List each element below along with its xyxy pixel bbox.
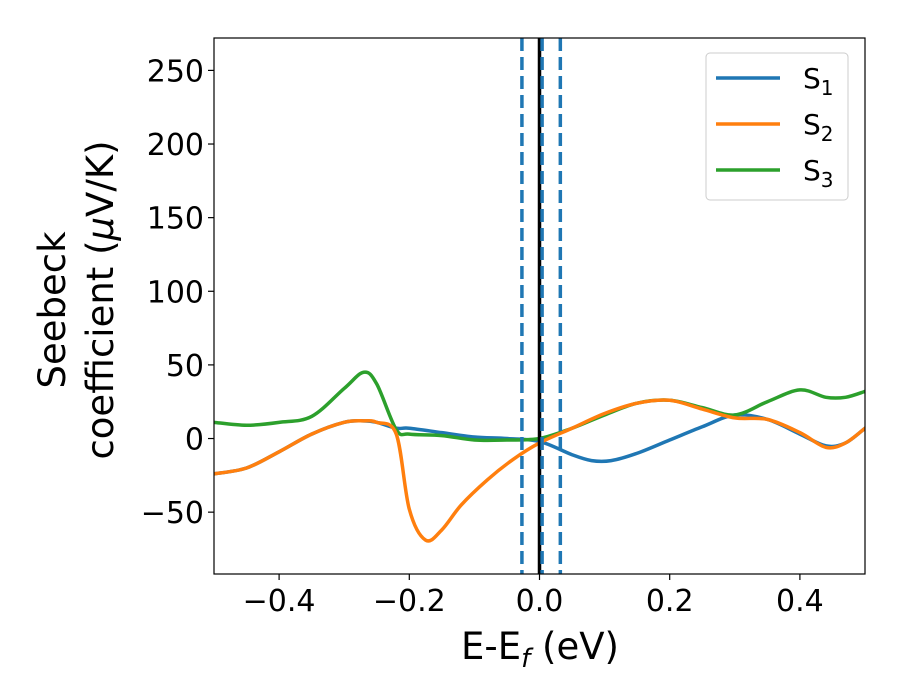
- y-axis-title-text: coefficient (: [79, 240, 122, 459]
- y-tick-label: −50: [141, 496, 204, 531]
- legend-box: [705, 52, 849, 201]
- x-axis-title-unit: (eV): [530, 625, 619, 668]
- x-ticks: −0.4 −0.2 0.0 0.2 0.4: [243, 574, 824, 619]
- y-tick-label: 250: [147, 54, 204, 89]
- legend: S1 S2 S3: [705, 52, 849, 201]
- legend-label-s3: S3: [803, 154, 834, 192]
- y-axis-title-line2: coefficient (μV/K): [79, 140, 122, 459]
- y-tick-label: 0: [185, 423, 204, 458]
- series-line-s2: [214, 398, 865, 543]
- y-axis-title-line1: Seebeck: [31, 231, 74, 389]
- y-tick-label: 100: [147, 275, 204, 310]
- x-tick-label: 0.4: [776, 584, 824, 619]
- y-axis-title-mu: μ: [79, 217, 122, 242]
- x-tick-label: 0.0: [516, 584, 564, 619]
- vertical-lines-layer: [520, 38, 563, 574]
- y-axis-title-unit: V/K): [79, 140, 122, 216]
- y-tick-label: 200: [147, 128, 204, 163]
- legend-label-s1: S1: [803, 62, 834, 100]
- y-tick-label: 50: [166, 349, 204, 384]
- x-tick-label: −0.2: [373, 584, 446, 619]
- y-axis-title: Seebeck coefficient (μV/K): [31, 140, 122, 459]
- y-tick-label: 150: [147, 202, 204, 237]
- x-tick-label: −0.4: [243, 584, 316, 619]
- x-axis-title-main: E-E: [461, 625, 521, 668]
- legend-label-s2: S2: [803, 108, 834, 146]
- y-ticks: −50 0 50 100 150 200 250: [141, 54, 214, 531]
- x-tick-label: 0.2: [646, 584, 694, 619]
- x-axis-title: E-Ef (eV): [461, 625, 619, 674]
